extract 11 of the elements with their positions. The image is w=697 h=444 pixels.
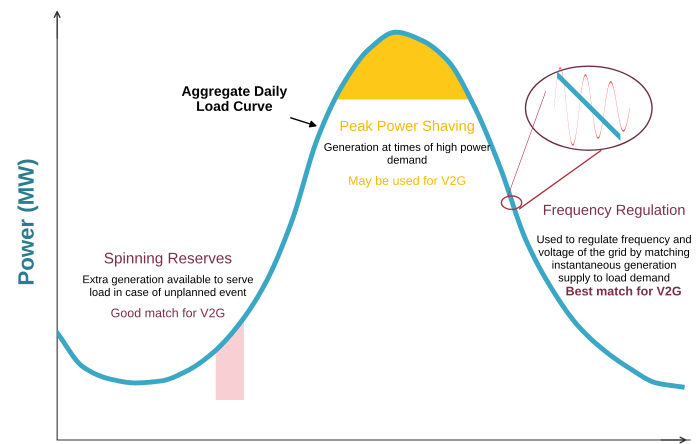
annotation: Used to regulate frequency and voltage of the grid by matching instantaneous generation supply to load demand <box>537 235 691 284</box>
annotation: Best match for V2G <box>566 286 681 296</box>
annotation: Good match for V2G <box>111 308 224 318</box>
y-axis-title: Power (MW) <box>18 160 38 284</box>
annotation: Generation at times of high power demand <box>324 142 490 164</box>
annotation: Frequency Regulation <box>544 204 684 218</box>
annotation: Peak Power Shaving <box>340 120 474 134</box>
annotation: Aggregate Daily Load Curve <box>182 86 288 112</box>
annotation: May be used for V2G <box>349 176 466 188</box>
annotation: Spinning Reserves <box>104 252 232 267</box>
annotation: Extra generation available to serve load in case of unplanned event <box>83 275 253 298</box>
